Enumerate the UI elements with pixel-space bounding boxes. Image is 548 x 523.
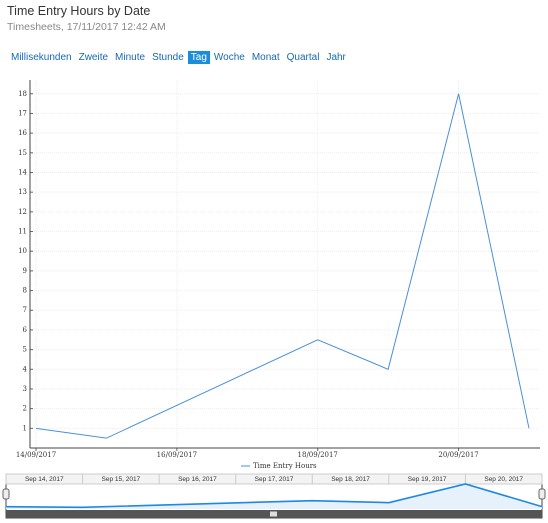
y-tick-label: 14 (18, 168, 27, 176)
navigator-label: Sep 19, 2017 (408, 476, 447, 483)
y-tick-label: 17 (18, 109, 27, 117)
navigator-label: Sep 18, 2017 (331, 476, 370, 483)
y-tick-label: 13 (18, 188, 27, 196)
x-tick-label: 14/09/2017 (16, 451, 56, 459)
y-tick-label: 2 (23, 405, 27, 413)
y-tick-label: 12 (18, 208, 27, 216)
zoom-button[interactable]: Minute (115, 52, 146, 63)
y-tick-label: 15 (18, 149, 27, 157)
navigator-label: Sep 15, 2017 (102, 476, 141, 483)
y-tick-label: 3 (23, 385, 27, 393)
navigator-label: Sep 14, 2017 (25, 476, 64, 483)
y-tick-label: 18 (18, 90, 27, 98)
zoom-button[interactable]: Zweite (78, 52, 109, 63)
zoom-button[interactable]: Tag (187, 51, 210, 64)
y-tick-label: 4 (23, 365, 28, 373)
y-tick-label: 8 (23, 287, 27, 295)
y-tick-label: 11 (18, 228, 27, 236)
y-tick-label: 9 (23, 267, 27, 275)
zoom-button[interactable]: Quartal (286, 52, 320, 63)
zoom-button[interactable]: Millisekunden (11, 52, 72, 63)
navigator-handle[interactable] (538, 488, 546, 500)
y-tick-label: 10 (18, 247, 27, 255)
y-tick-label: 16 (18, 129, 27, 137)
legend-label: Time Entry Hours (253, 462, 317, 470)
navigator-handle[interactable] (2, 488, 10, 500)
zoom-button[interactable]: Woche (213, 52, 245, 63)
navigator-label: Sep 17, 2017 (255, 476, 294, 483)
navigator-label: Sep 20, 2017 (484, 476, 523, 483)
x-tick-label: 20/09/2017 (438, 451, 478, 459)
header: Time Entry Hours by Date Timesheets, 17/… (7, 4, 166, 33)
scrollbar-grip[interactable] (270, 511, 277, 517)
y-tick-label: 1 (23, 424, 27, 432)
navigator-line (5, 483, 543, 509)
zoom-button[interactable]: Jahr (326, 52, 346, 63)
navigator-label: Sep 16, 2017 (178, 476, 217, 483)
navigator-area (6, 483, 542, 509)
chart-subtitle: Timesheets, 17/11/2017 12:42 AM (7, 21, 166, 33)
zoom-button[interactable]: Monat (251, 52, 280, 63)
x-tick-label: 16/09/2017 (157, 451, 197, 459)
y-tick-label: 6 (23, 326, 28, 334)
chart-title: Time Entry Hours by Date (7, 4, 151, 18)
zoom-button[interactable]: Stunde (152, 52, 184, 63)
series-line (35, 93, 530, 439)
y-tick-label: 5 (23, 346, 27, 354)
y-tick-label: 7 (23, 306, 27, 314)
x-tick-label: 18/09/2017 (298, 451, 338, 459)
zoom-tabs: Millisekunden Zweite Minute Stunde Tag Woche M… (8, 51, 350, 64)
plot-area (30, 80, 540, 448)
